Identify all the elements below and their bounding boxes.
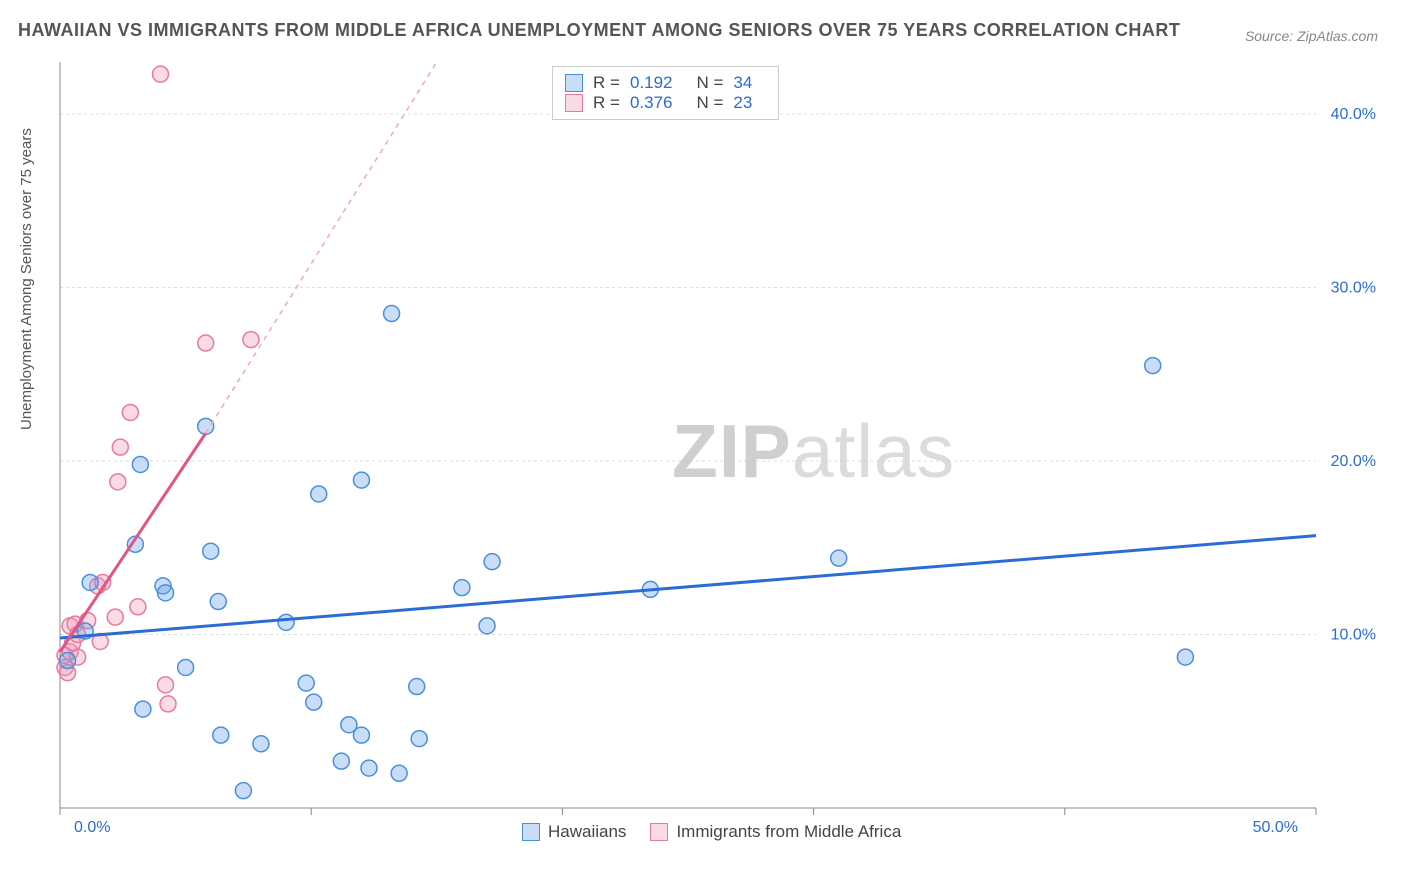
r-label: R = (593, 93, 620, 113)
hawaiians-point (484, 554, 500, 570)
hawaiians-point (158, 585, 174, 601)
y-axis-label: Unemployment Among Seniors over 75 years (18, 128, 35, 430)
n-value: 34 (733, 73, 752, 93)
immigrants-point (158, 677, 174, 693)
hawaiians-point (384, 306, 400, 322)
x-tick-label: 50.0% (1253, 819, 1298, 836)
swatch-blue-icon (565, 74, 583, 92)
n-label: N = (696, 73, 723, 93)
hawaiians-point (454, 580, 470, 596)
chart-area: 10.0%20.0%30.0%40.0%0.0%50.0% ZIPatlas R… (52, 58, 1388, 848)
hawaiians-point (409, 679, 425, 695)
swatch-pink-icon (565, 94, 583, 112)
legend-label: Hawaiians (548, 822, 626, 842)
immigrants-point (243, 332, 259, 348)
hawaiians-point (82, 574, 98, 590)
hawaiians-point (210, 594, 226, 610)
hawaiians-point (213, 727, 229, 743)
immigrants-point (122, 404, 138, 420)
hawaiians-point (253, 736, 269, 752)
chart-title: HAWAIIAN VS IMMIGRANTS FROM MIDDLE AFRIC… (18, 20, 1180, 41)
hawaiians-point (298, 675, 314, 691)
immigrants-point (152, 66, 168, 82)
immigrants-point (198, 335, 214, 351)
immigrants-point (110, 474, 126, 490)
trend-immigrants-extrapolated (206, 62, 437, 433)
y-tick-label: 40.0% (1331, 106, 1376, 123)
legend-item-immigrants: Immigrants from Middle Africa (650, 822, 901, 842)
hawaiians-point (391, 765, 407, 781)
y-tick-label: 30.0% (1331, 280, 1376, 297)
legend-item-hawaiians: Hawaiians (522, 822, 626, 842)
hawaiians-point (1145, 358, 1161, 374)
hawaiians-point (178, 659, 194, 675)
series-legend: Hawaiians Immigrants from Middle Africa (522, 822, 901, 842)
hawaiians-point (132, 456, 148, 472)
hawaiians-point (203, 543, 219, 559)
hawaiians-point (353, 727, 369, 743)
hawaiians-point (411, 731, 427, 747)
swatch-blue-icon (522, 823, 540, 841)
hawaiians-point (135, 701, 151, 717)
scatter-chart-svg: 10.0% 20.0% 30.0% 40.0% 0.0% 50.0% (52, 58, 1388, 848)
hawaiians-point (353, 472, 369, 488)
hawaiians-point (479, 618, 495, 634)
immigrants-point (130, 599, 146, 615)
n-label: N = (696, 93, 723, 113)
immigrants-point (112, 439, 128, 455)
r-label: R = (593, 73, 620, 93)
r-value: 0.376 (630, 93, 673, 113)
immigrants-point (107, 609, 123, 625)
legend-row-blue: R = 0.192 N = 34 (565, 73, 766, 93)
source-attribution: Source: ZipAtlas.com (1245, 28, 1378, 44)
hawaiians-point (278, 614, 294, 630)
correlation-legend: R = 0.192 N = 34 R = 0.376 N = 23 (552, 66, 779, 120)
hawaiians-point (361, 760, 377, 776)
hawaiians-point (831, 550, 847, 566)
legend-label: Immigrants from Middle Africa (676, 822, 901, 842)
hawaiians-point (60, 653, 76, 669)
hawaiians-point (1177, 649, 1193, 665)
legend-row-pink: R = 0.376 N = 23 (565, 93, 766, 113)
immigrants-point (160, 696, 176, 712)
hawaiians-point (235, 783, 251, 799)
trend-hawaiians (60, 536, 1316, 638)
hawaiians-point (311, 486, 327, 502)
x-tick-label: 0.0% (74, 819, 110, 836)
r-value: 0.192 (630, 73, 673, 93)
y-tick-label: 10.0% (1331, 627, 1376, 644)
hawaiians-point (333, 753, 349, 769)
y-tick-label: 20.0% (1331, 453, 1376, 470)
n-value: 23 (733, 93, 752, 113)
swatch-pink-icon (650, 823, 668, 841)
hawaiians-point (306, 694, 322, 710)
